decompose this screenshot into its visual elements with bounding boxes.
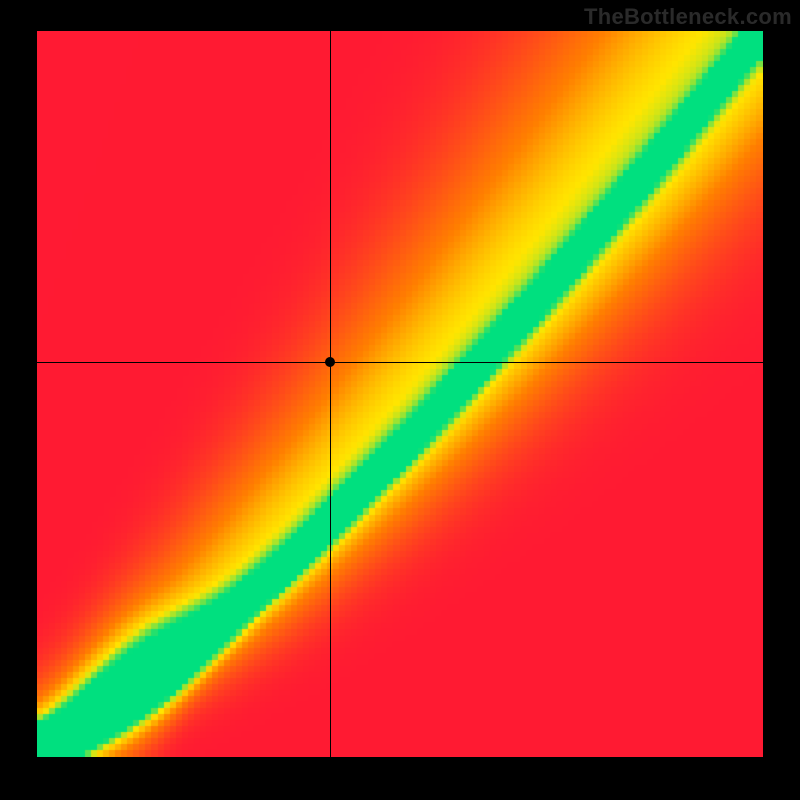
crosshair-marker xyxy=(325,357,335,367)
crosshair-horizontal xyxy=(37,362,763,363)
heatmap-canvas xyxy=(37,31,763,757)
heatmap-plot-area xyxy=(37,31,763,757)
watermark-text: TheBottleneck.com xyxy=(584,4,792,30)
crosshair-vertical xyxy=(330,31,331,757)
